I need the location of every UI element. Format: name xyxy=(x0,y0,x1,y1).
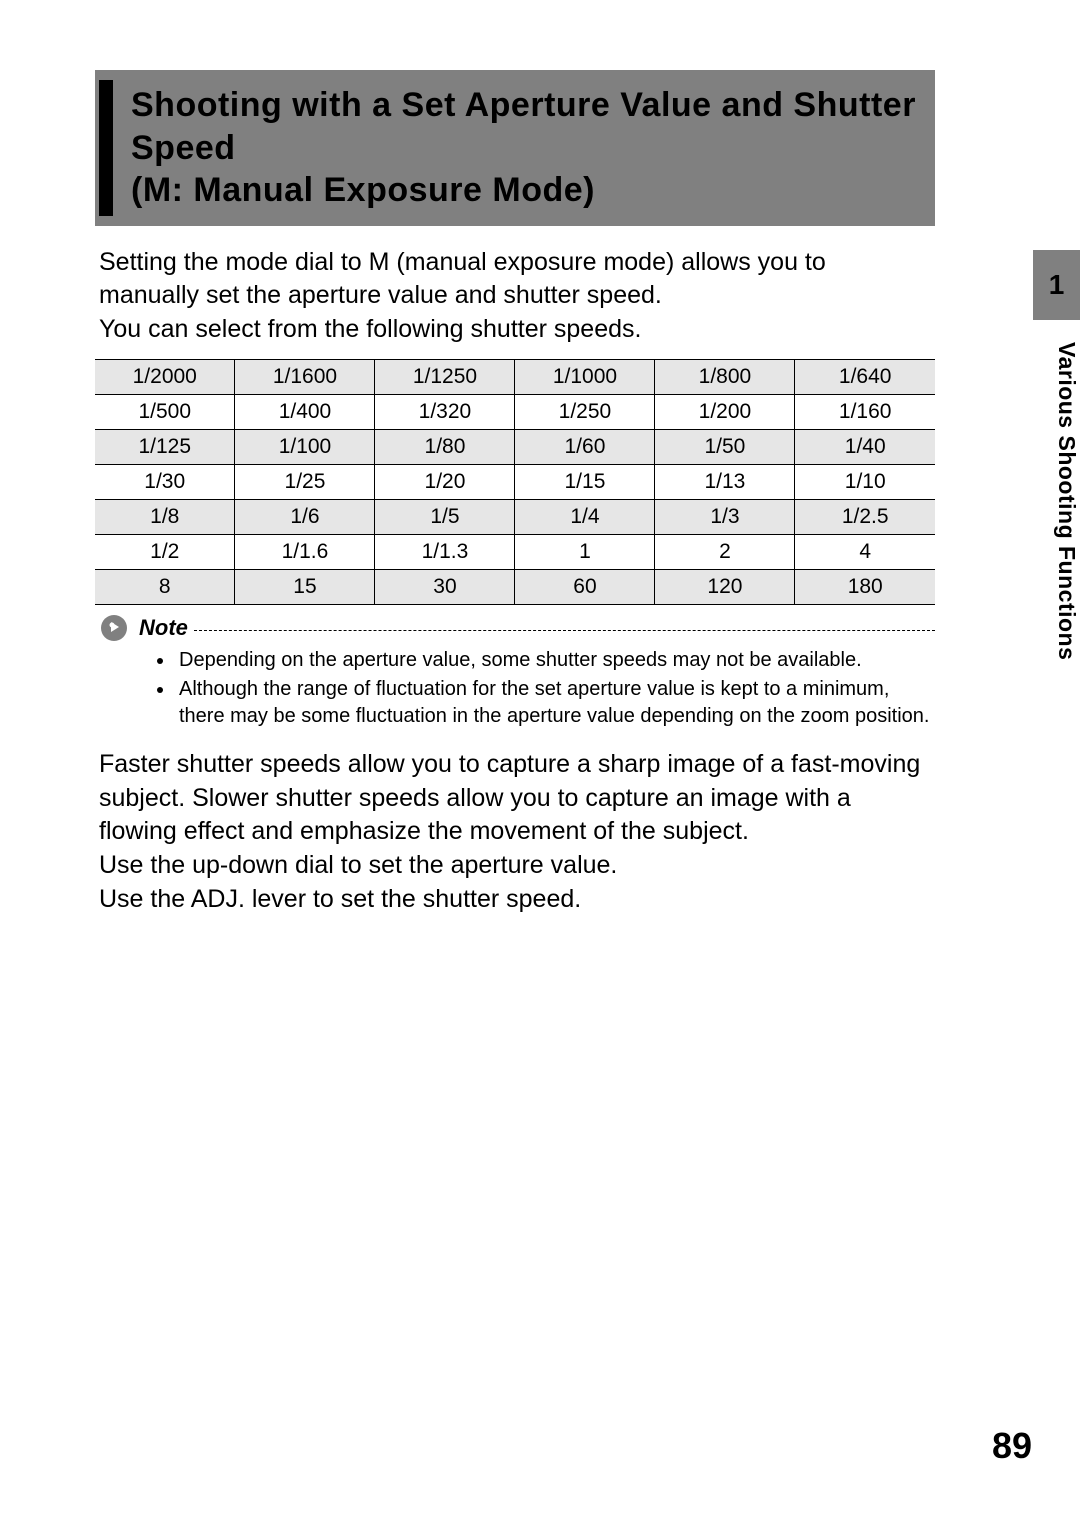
table-cell: 1/30 xyxy=(95,464,235,499)
table-cell: 1/5 xyxy=(375,499,515,534)
note-list-item: Although the range of fluctuation for th… xyxy=(175,676,935,730)
table-row: 8153060120180 xyxy=(95,569,935,604)
chapter-number: 1 xyxy=(1049,269,1065,301)
note-label: Note xyxy=(139,615,188,641)
table-cell: 1/100 xyxy=(235,429,375,464)
table-cell: 1/10 xyxy=(795,464,935,499)
page-number: 89 xyxy=(992,1425,1032,1467)
note-dash-rule xyxy=(194,630,935,631)
table-cell: 1/500 xyxy=(95,394,235,429)
table-cell: 1/800 xyxy=(655,359,795,394)
table-cell: 1/1250 xyxy=(375,359,515,394)
intro-paragraph-2: You can select from the following shutte… xyxy=(99,313,931,347)
table-cell: 1/8 xyxy=(95,499,235,534)
table-cell: 8 xyxy=(95,569,235,604)
section-title-text: Shooting with a Set Aperture Value and S… xyxy=(113,80,935,216)
explain-paragraph-3: Use the ADJ. lever to set the shutter sp… xyxy=(99,883,931,917)
table-cell: 1/13 xyxy=(655,464,795,499)
table-cell: 1/1600 xyxy=(235,359,375,394)
table-row: 1/301/251/201/151/131/10 xyxy=(95,464,935,499)
shutter-speed-table: 1/20001/16001/12501/10001/8001/6401/5001… xyxy=(95,359,935,605)
shutter-speed-tbody: 1/20001/16001/12501/10001/8001/6401/5001… xyxy=(95,359,935,604)
table-cell: 1/200 xyxy=(655,394,795,429)
table-row: 1/21/1.61/1.3124 xyxy=(95,534,935,569)
table-cell: 1/2.5 xyxy=(795,499,935,534)
table-cell: 60 xyxy=(515,569,655,604)
table-cell: 1/80 xyxy=(375,429,515,464)
table-cell: 1/1.6 xyxy=(235,534,375,569)
table-cell: 180 xyxy=(795,569,935,604)
table-cell: 4 xyxy=(795,534,935,569)
note-header-row: Note xyxy=(95,615,935,641)
table-cell: 1/4 xyxy=(515,499,655,534)
table-cell: 1/25 xyxy=(235,464,375,499)
table-cell: 1/125 xyxy=(95,429,235,464)
note-list-item: Depending on the aperture value, some sh… xyxy=(175,647,935,674)
table-row: 1/20001/16001/12501/10001/8001/640 xyxy=(95,359,935,394)
title-accent-stripe xyxy=(99,80,113,216)
note-icon xyxy=(101,615,127,641)
table-row: 1/81/61/51/41/31/2.5 xyxy=(95,499,935,534)
table-cell: 1/1.3 xyxy=(375,534,515,569)
table-cell: 1/250 xyxy=(515,394,655,429)
table-cell: 1/160 xyxy=(795,394,935,429)
title-line-2: (M: Manual Exposure Mode) xyxy=(131,171,595,209)
table-row: 1/1251/1001/801/601/501/40 xyxy=(95,429,935,464)
explain-paragraph-2: Use the up-down dial to set the aperture… xyxy=(99,849,931,883)
table-cell: 1/20 xyxy=(375,464,515,499)
table-cell: 1/40 xyxy=(795,429,935,464)
content-column: Shooting with a Set Aperture Value and S… xyxy=(95,70,935,917)
table-cell: 2 xyxy=(655,534,795,569)
table-cell: 1/400 xyxy=(235,394,375,429)
table-cell: 1/60 xyxy=(515,429,655,464)
table-cell: 15 xyxy=(235,569,375,604)
table-cell: 1/1000 xyxy=(515,359,655,394)
table-cell: 1/6 xyxy=(235,499,375,534)
table-cell: 30 xyxy=(375,569,515,604)
table-cell: 120 xyxy=(655,569,795,604)
title-line-1: Shooting with a Set Aperture Value and S… xyxy=(131,86,916,167)
table-cell: 1/2000 xyxy=(95,359,235,394)
note-list: Depending on the aperture value, some sh… xyxy=(95,647,935,730)
manual-page: Shooting with a Set Aperture Value and S… xyxy=(0,0,1080,1521)
table-cell: 1/2 xyxy=(95,534,235,569)
chapter-number-tab: 1 xyxy=(1033,250,1080,320)
intro-paragraph-1: Setting the mode dial to M (manual expos… xyxy=(99,246,931,314)
table-cell: 1 xyxy=(515,534,655,569)
table-row: 1/5001/4001/3201/2501/2001/160 xyxy=(95,394,935,429)
table-cell: 1/3 xyxy=(655,499,795,534)
chapter-label: Various Shooting Functions xyxy=(1033,338,1080,660)
table-cell: 1/320 xyxy=(375,394,515,429)
table-cell: 1/15 xyxy=(515,464,655,499)
table-cell: 1/640 xyxy=(795,359,935,394)
explain-paragraph-1: Faster shutter speeds allow you to captu… xyxy=(99,748,931,849)
table-cell: 1/50 xyxy=(655,429,795,464)
section-title-bar: Shooting with a Set Aperture Value and S… xyxy=(95,70,935,226)
